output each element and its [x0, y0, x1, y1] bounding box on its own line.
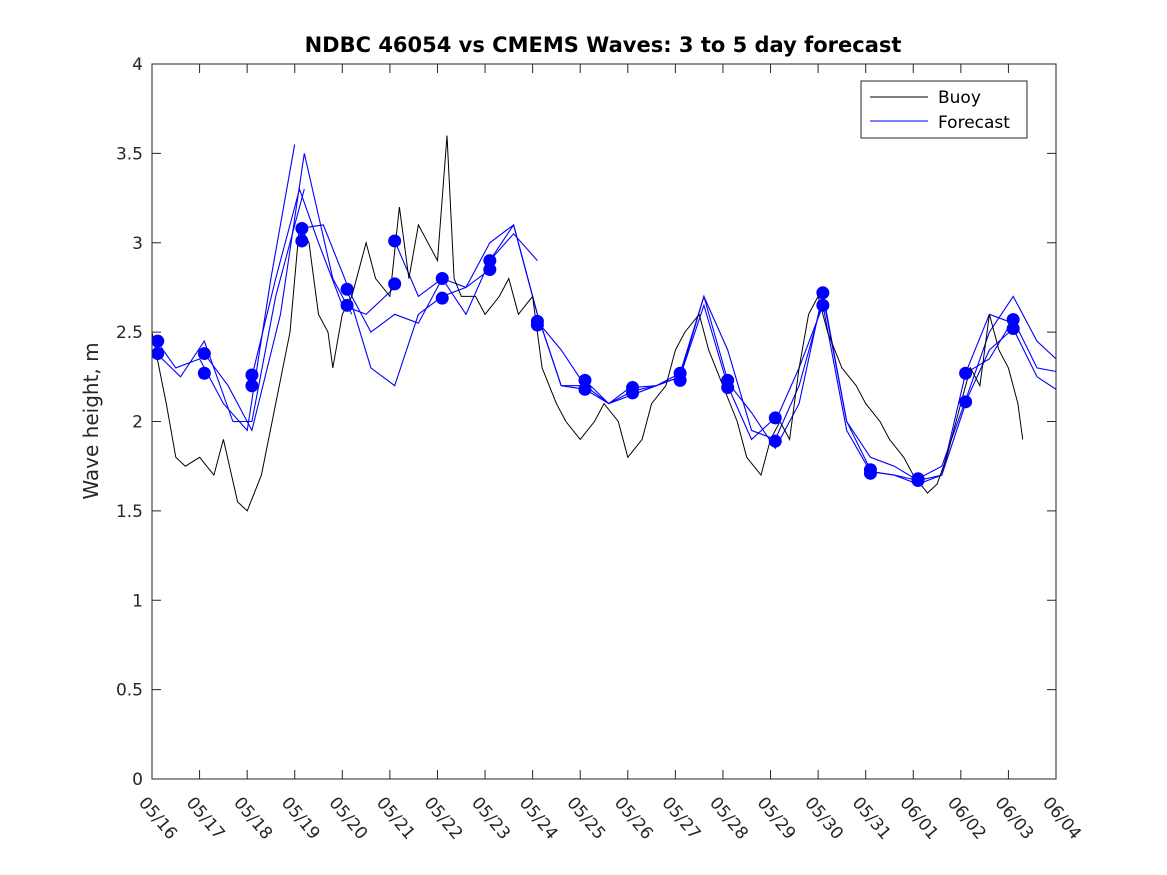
forecast-marker: [483, 254, 497, 268]
forecast-marker: [673, 373, 687, 387]
forecast-line: [917, 295, 1056, 480]
forecast-marker: [245, 379, 259, 393]
forecast-marker: [530, 318, 544, 332]
forecast-marker: [295, 234, 309, 248]
forecast-marker: [911, 473, 925, 487]
forecast-marker: [768, 434, 782, 448]
y-tick-label: 2: [132, 413, 143, 433]
forecast-marker: [245, 368, 259, 382]
forecast-marker: [388, 234, 402, 248]
legend-buoy-label: Buoy: [938, 88, 981, 108]
forecast-line: [299, 224, 443, 333]
forecast-line: [156, 144, 296, 432]
legend: Buoy Forecast: [860, 80, 1028, 139]
forecast-marker: [152, 347, 165, 361]
y-axis: 0 0.5 1 1.5 2 2.5 3 3.5 4: [116, 55, 1056, 790]
forecast-marker: [197, 347, 211, 361]
forecast-marker: [340, 298, 354, 312]
forecast-marker: [959, 395, 973, 409]
forecast-line: [394, 232, 538, 316]
series-layer: [152, 135, 1056, 512]
legend-forecast-label: Forecast: [938, 113, 1010, 133]
forecast-marker: [152, 334, 165, 348]
forecast-marker: [816, 286, 830, 300]
forecast-marker: [197, 366, 211, 380]
forecast-marker: [483, 263, 497, 277]
y-tick-label: 1: [132, 591, 143, 611]
forecast-marker: [578, 373, 592, 387]
forecast-marker: [816, 298, 830, 312]
y-axis-label: Wave height, m: [79, 342, 103, 499]
forecast-marker: [295, 221, 309, 235]
y-tick-label: 1.5: [116, 502, 143, 522]
y-tick-label: 0.5: [116, 681, 143, 701]
forecast-marker: [578, 382, 592, 396]
chart-title: NDBC 46054 vs CMEMS Waves: 3 to 5 day fo…: [305, 33, 902, 57]
y-tick-label: 3: [132, 234, 143, 254]
forecast-line: [251, 187, 396, 377]
forecast-line: [679, 294, 824, 441]
forecast-marker: [863, 466, 877, 480]
forecast-marker: [388, 277, 402, 291]
forecast-line: [203, 153, 353, 432]
forecast-marker: [435, 272, 449, 285]
forecast-marker: [340, 282, 354, 296]
y-tick-label: 0: [132, 770, 143, 790]
forecast-marker: [721, 381, 735, 395]
forecast-marker: [1006, 313, 1020, 327]
forecast-marker: [435, 291, 449, 305]
plot-area: [152, 135, 1056, 512]
y-tick-label: 2.5: [116, 323, 143, 343]
forecast-marker: [959, 366, 973, 380]
forecast-marker: [1006, 322, 1020, 336]
y-tick-label: 4: [132, 55, 143, 75]
forecast-marker: [626, 386, 640, 400]
y-tick-label: 3.5: [116, 144, 143, 164]
forecast-line: [632, 303, 776, 441]
legend-box: [860, 80, 1028, 139]
forecast-line: [156, 188, 305, 423]
forecast-marker: [768, 411, 782, 425]
